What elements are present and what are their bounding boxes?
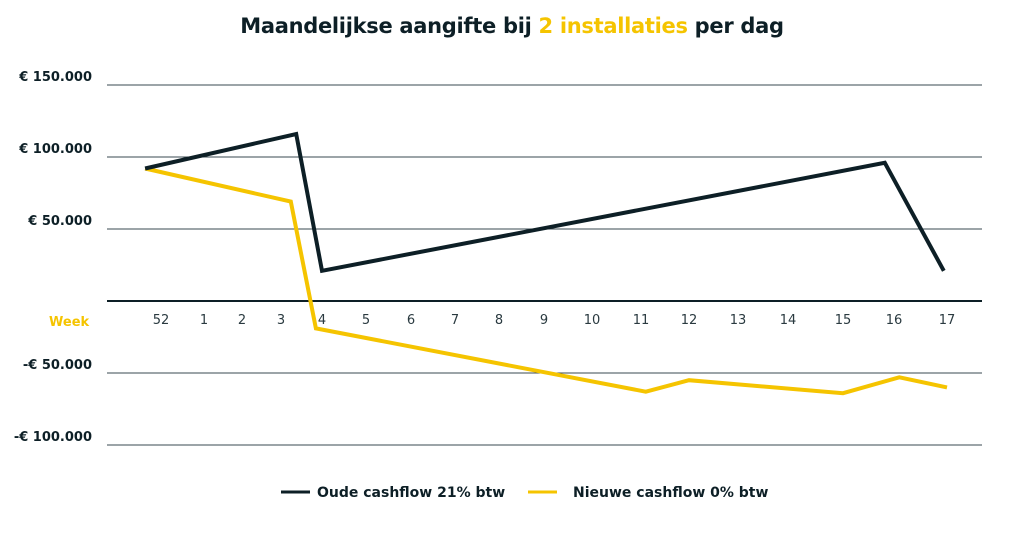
x-tick-label: 2 — [238, 313, 246, 328]
legend: Oude cashflow 21% btw Nieuwe cashflow 0% … — [281, 485, 768, 501]
x-tick-label: 1 — [200, 313, 208, 328]
x-tick-label: 9 — [540, 313, 548, 328]
x-axis-label: Week — [49, 315, 90, 330]
x-tick-label: 16 — [886, 313, 903, 328]
title-part1: Maandelijkse aangifte bij — [240, 14, 539, 38]
x-tick-label: 14 — [780, 313, 797, 328]
y-tick-label: € 50.000 — [27, 214, 92, 229]
series-line — [144, 166, 948, 396]
series-oude-cashflow — [144, 131, 946, 274]
y-tick-label: € 100.000 — [18, 142, 92, 157]
series-line — [144, 131, 946, 274]
x-tick-label: 15 — [835, 313, 852, 328]
x-tick-label: 10 — [584, 313, 601, 328]
x-tick-label: 7 — [451, 313, 459, 328]
legend-label: Oude cashflow 21% btw — [317, 485, 505, 501]
x-tick-label: 11 — [633, 313, 650, 328]
x-tick-label: 3 — [277, 313, 285, 328]
x-tick-label: 13 — [730, 313, 747, 328]
x-tick-label: 12 — [681, 313, 698, 328]
y-tick-label: -€ 100.000 — [14, 430, 92, 445]
x-tick-label: 4 — [318, 313, 326, 328]
x-tick-label: 6 — [407, 313, 415, 328]
x-tick-label: 17 — [939, 313, 956, 328]
legend-label: Nieuwe cashflow 0% btw — [573, 485, 768, 501]
title-part2: per dag — [687, 14, 784, 38]
chart-title: Maandelijkse aangifte bij 2 installaties… — [0, 14, 1024, 38]
x-tick-label: 52 — [153, 313, 170, 328]
x-tick-label: 8 — [495, 313, 503, 328]
x-tick-label: 5 — [362, 313, 370, 328]
y-tick-label: -€ 50.000 — [23, 358, 92, 373]
series-nieuwe-cashflow — [144, 166, 948, 396]
title-highlight: 2 installaties — [538, 14, 688, 38]
y-tick-label: € 150.000 — [18, 70, 92, 85]
